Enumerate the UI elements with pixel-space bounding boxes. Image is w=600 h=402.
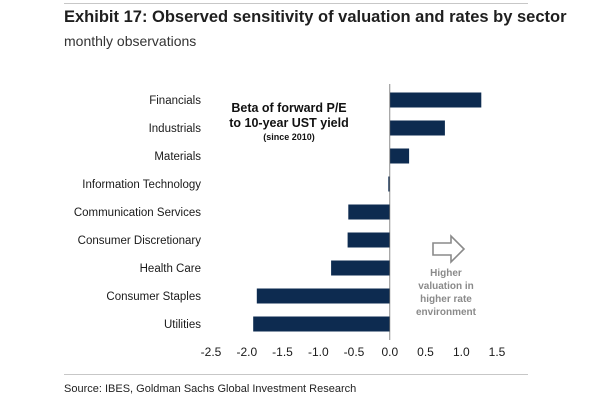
annotation-line-2: to 10-year UST yield [229, 116, 349, 130]
bar-financials [389, 92, 482, 108]
arrow-right-icon [432, 234, 466, 264]
annotation-line-1: Beta of forward P/E [231, 101, 346, 115]
category-label: Financials [149, 95, 201, 107]
x-tick-label: -0.5 [344, 345, 365, 359]
callout-line-3: higher rate [420, 294, 472, 305]
bar-consumer-discretionary [347, 232, 390, 248]
bar-industrials [389, 120, 445, 136]
source-note: Source: IBES, Goldman Sachs Global Inves… [64, 383, 357, 395]
page-title: Exhibit 17: Observed sensitivity of valu… [64, 8, 567, 26]
category-label: Health Care [140, 263, 201, 275]
x-tick-label: -2.0 [236, 345, 257, 359]
bar-health-care [331, 260, 390, 276]
x-tick-label: 0.5 [417, 345, 434, 359]
x-tick-label: -2.5 [201, 345, 222, 359]
x-axis: -2.5 -2.0 -1.5 -1.0 -0.5 0.0 0.5 1.0 1.5 [201, 84, 506, 359]
callout: Higher valuation in higher rate environm… [416, 234, 477, 318]
category-label: Consumer Staples [106, 291, 201, 303]
x-tick-label: 1.0 [453, 345, 470, 359]
x-tick-label: 0.0 [381, 345, 398, 359]
x-tick-label: -1.0 [308, 345, 329, 359]
bar-materials [389, 148, 410, 164]
category-labels: Financials Industrials Materials Informatio… [74, 95, 201, 331]
annotation-box: Beta of forward P/E to 10-year UST yield… [229, 97, 349, 144]
bar-consumer-staples [256, 288, 390, 304]
top-rule [64, 3, 528, 4]
bar-utilities [253, 316, 390, 332]
annotation-box-frame [231, 97, 346, 144]
annotation-line-3: (since 2010) [263, 132, 315, 142]
bars [253, 92, 482, 332]
callout-line-4: environment [416, 307, 477, 318]
category-label: Industrials [149, 123, 202, 135]
x-tick-label: -1.5 [272, 345, 293, 359]
callout-line-1: Higher [430, 268, 462, 279]
category-label: Information Technology [82, 179, 201, 191]
x-tick-label: 1.5 [489, 345, 506, 359]
category-label: Communication Services [74, 207, 201, 219]
bar-information-technology [388, 176, 390, 192]
bar-communication-services [348, 204, 390, 220]
callout-line-2: valuation in [418, 281, 474, 292]
bottom-rule [64, 374, 528, 375]
page-subtitle: monthly observations [64, 33, 197, 49]
category-label: Utilities [164, 319, 201, 331]
category-label: Materials [154, 151, 201, 163]
category-label: Consumer Discretionary [78, 235, 202, 247]
